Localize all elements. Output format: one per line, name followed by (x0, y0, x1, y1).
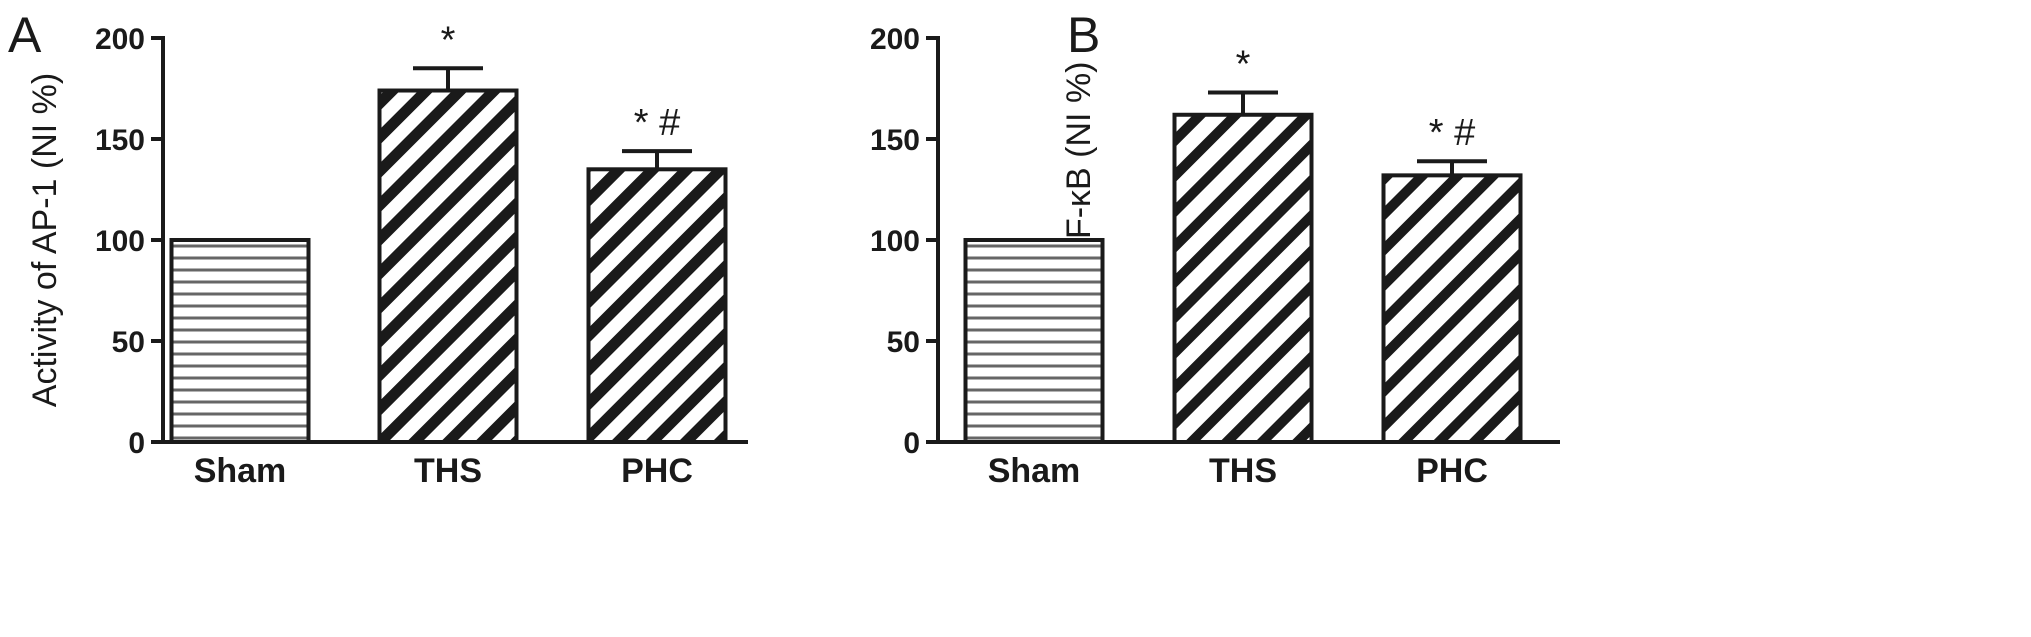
x-category-label: Sham (988, 452, 1081, 490)
x-category-label: Sham (194, 452, 287, 490)
error-bars (1208, 90, 1487, 176)
y-tick-label: 50 (887, 326, 920, 359)
y-tick-label: 0 (903, 427, 920, 460)
y-tick-label: 200 (870, 23, 920, 56)
x-category-label: PHC (621, 452, 693, 490)
x-axis-categories: Sham THS PHC (194, 452, 693, 490)
panel-b: B Activity of NF-κB (NI %) 050100150200 … (870, 7, 1560, 490)
x-axis-categories: Sham THS PHC (988, 452, 1488, 490)
x-category-label: THS (1209, 452, 1277, 490)
bar-phc (586, 167, 728, 445)
significance-marks: * * # (441, 19, 681, 144)
bar-sham (963, 238, 1105, 444)
error-bars (413, 66, 692, 170)
y-tick-label: 150 (870, 124, 920, 157)
y-tick-label: 50 (112, 326, 145, 359)
bar-sham (169, 238, 311, 444)
axes (161, 36, 748, 444)
x-category-label: THS (414, 452, 482, 490)
panel-letter: A (8, 7, 42, 63)
significance-label: * # (634, 102, 680, 144)
significance-label: * (441, 19, 456, 61)
y-tick-label: 150 (95, 124, 145, 157)
significance-label: * # (1429, 112, 1475, 154)
y-tick-label: 100 (870, 225, 920, 258)
bar-ths (1172, 112, 1314, 444)
bars (963, 112, 1523, 445)
bar-ths (377, 88, 519, 445)
significance-marks: * * # (1236, 44, 1476, 155)
axes (936, 36, 1560, 444)
y-axis-ticks: 0 50 100 150 200 (870, 23, 938, 460)
y-axis-ticks: 0 50 100 150 200 (95, 23, 163, 460)
panel-a: A Activity of AP-1 (NI %) 0 50 100 150 200 S… (8, 7, 748, 490)
x-category-label: PHC (1416, 452, 1488, 490)
y-axis-label: Activity of AP-1 (NI %) (26, 73, 64, 407)
y-tick-label: 0 (128, 427, 145, 460)
significance-label: * (1236, 44, 1251, 86)
y-tick-label: 100 (95, 225, 145, 258)
bar-phc (1381, 173, 1523, 445)
panel-letter: B (1067, 7, 1100, 63)
y-tick-label: 200 (95, 23, 145, 56)
